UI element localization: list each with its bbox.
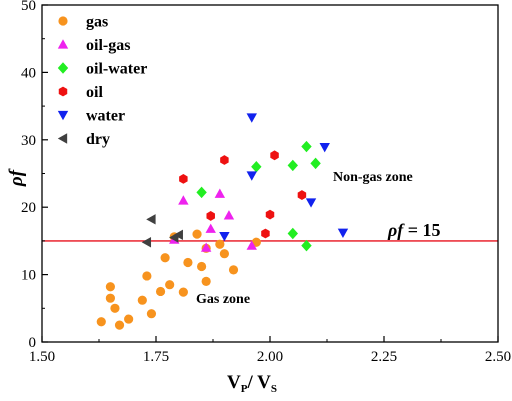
x-tick-label: 2.00 bbox=[257, 349, 283, 365]
oil-gas-point bbox=[205, 223, 216, 233]
legend-label-dry: dry bbox=[86, 131, 110, 148]
gas-point bbox=[197, 261, 207, 272]
legend-marker-water bbox=[57, 110, 69, 121]
y-axis-title: ρf bbox=[6, 168, 27, 187]
legend-label-gas: gas bbox=[86, 14, 108, 31]
gas-point bbox=[219, 249, 229, 259]
oil-water-point bbox=[251, 161, 262, 173]
oil-water-point bbox=[287, 227, 298, 240]
gas-point bbox=[155, 286, 166, 297]
gas-point bbox=[114, 320, 125, 330]
oil-point bbox=[297, 190, 307, 200]
gas-point bbox=[201, 276, 211, 286]
x-tick-label: 1.75 bbox=[143, 349, 169, 365]
y-tick-label: 10 bbox=[21, 268, 36, 284]
gas-point bbox=[215, 239, 225, 249]
oil-water-point bbox=[196, 186, 207, 199]
oil-water-point bbox=[301, 239, 312, 252]
gas-point bbox=[105, 282, 115, 292]
water-point bbox=[305, 198, 317, 208]
legend-label-oil-gas: oil-gas bbox=[86, 37, 130, 54]
y-tick-label: 30 bbox=[21, 133, 36, 149]
x-tick-label: 1.50 bbox=[29, 349, 55, 365]
gas-point bbox=[137, 295, 147, 305]
oil-water-point bbox=[287, 159, 298, 172]
legend-marker-gas bbox=[58, 16, 68, 26]
x-tick-label: 2.25 bbox=[371, 349, 397, 365]
oil-gas-point bbox=[223, 210, 235, 220]
gas-point bbox=[192, 229, 202, 239]
non-gas-zone-label: Non-gas zone bbox=[333, 170, 413, 185]
threshold-label: ρf = 15 bbox=[387, 220, 441, 240]
legend-label-oil-water: oil-water bbox=[86, 61, 147, 78]
gas-point bbox=[160, 253, 170, 263]
legend-label-oil: oil bbox=[86, 84, 103, 101]
oil-gas-point bbox=[246, 240, 257, 250]
gas-point bbox=[124, 314, 134, 324]
dry-point bbox=[146, 214, 156, 225]
oil-point bbox=[265, 209, 275, 220]
plot-frame bbox=[41, 4, 499, 343]
gas-point bbox=[96, 317, 106, 327]
legend-label-water: water bbox=[86, 108, 125, 125]
gas-point bbox=[110, 303, 120, 313]
y-tick-label: 20 bbox=[21, 200, 36, 216]
x-tick-label: 2.50 bbox=[485, 349, 511, 365]
gas-point bbox=[165, 280, 175, 290]
oil-gas-point bbox=[200, 242, 212, 252]
gas-point bbox=[146, 309, 157, 319]
gas-zone-label: Gas zone bbox=[196, 292, 250, 307]
oil-point bbox=[261, 228, 270, 239]
water-point bbox=[219, 232, 230, 242]
legend-marker-oil bbox=[58, 86, 68, 97]
oil-water-point bbox=[310, 157, 321, 170]
oil-water-point bbox=[301, 140, 312, 153]
legend-marker-oil-gas bbox=[57, 39, 69, 49]
oil-gas-point bbox=[178, 195, 189, 205]
dry-point bbox=[173, 229, 183, 241]
oil-gas-point bbox=[214, 188, 226, 198]
legend-marker-dry bbox=[57, 133, 68, 144]
water-point bbox=[246, 171, 257, 181]
y-tick-label: 40 bbox=[21, 65, 36, 81]
dry-point bbox=[141, 237, 152, 248]
oil-point bbox=[270, 150, 279, 161]
water-point bbox=[246, 113, 257, 123]
y-tick-label: 0 bbox=[29, 335, 37, 351]
oil-point bbox=[179, 173, 188, 184]
oil-point bbox=[220, 155, 229, 165]
gas-point bbox=[228, 265, 239, 275]
x-axis-title: VP/ VS bbox=[227, 372, 277, 395]
water-point bbox=[337, 228, 349, 239]
oil-point bbox=[206, 211, 215, 221]
water-point bbox=[319, 143, 330, 153]
gas-point bbox=[178, 287, 188, 297]
legend-marker-oil-water bbox=[57, 62, 69, 74]
y-tick-label: 50 bbox=[21, 0, 36, 14]
gas-point bbox=[105, 293, 115, 303]
gas-point bbox=[142, 271, 152, 281]
gas-point bbox=[183, 257, 193, 268]
